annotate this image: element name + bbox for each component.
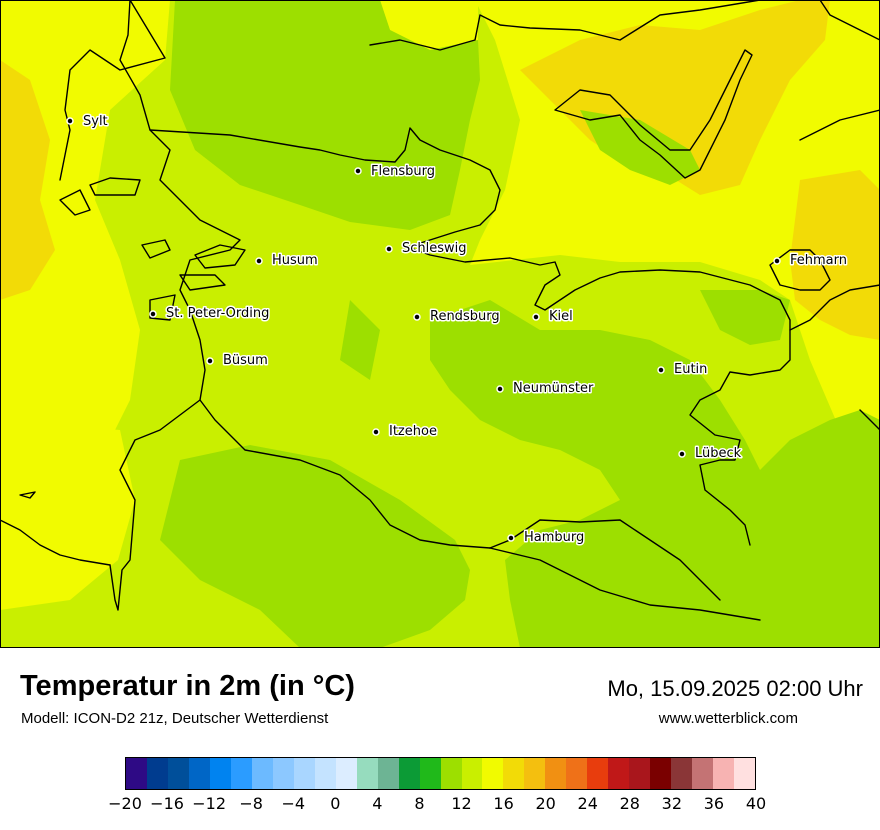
scale-swatch: [356, 758, 378, 789]
city-label-neumuenster: Neumünster: [513, 381, 594, 396]
scale-tick-label: −16: [150, 794, 184, 813]
scale-tick-label: 36: [703, 794, 725, 813]
scale-swatch: [713, 758, 735, 789]
scale-swatch: [167, 758, 189, 789]
city-label-sylt: Sylt: [83, 114, 108, 129]
color-scale: [125, 757, 756, 790]
temperature-map: Sylt Flensburg Schleswig Husum Fehmarn S…: [0, 0, 880, 648]
scale-swatch: [566, 758, 588, 789]
city-label-schleswig: Schleswig: [402, 241, 467, 256]
scale-tick-label: 12: [451, 794, 472, 813]
scale-swatch: [398, 758, 420, 789]
coastlines: [0, 0, 880, 621]
scale-tick-label: 32: [661, 794, 683, 813]
scale-swatch: [650, 758, 672, 789]
field-18: [0, 0, 880, 340]
map-title: Temperatur in 2m (in °C): [20, 670, 355, 702]
scale-tick-label: 4: [372, 794, 383, 813]
cities: Sylt Flensburg Schleswig Husum Fehmarn S…: [66, 113, 849, 547]
city-label-hamburg: Hamburg: [524, 530, 584, 545]
scale-swatch: [188, 758, 210, 789]
scale-swatch: [272, 758, 294, 789]
city-label-luebeck: Lübeck: [695, 446, 742, 461]
scale-swatch: [629, 758, 651, 789]
city-label-itzehoe: Itzehoe: [389, 424, 437, 439]
city-label-eutin: Eutin: [674, 362, 707, 377]
city-label-st-peter-ording: St. Peter-Ording: [166, 306, 269, 321]
city-rendsburg: Rendsburg: [413, 308, 501, 326]
website-link[interactable]: www.wetterblick.com: [658, 710, 798, 727]
color-scale-ticks: −20 −16 −12 −8 −4 0 4 8 12 16 20 24 28 32 36 40: [0, 794, 880, 818]
scale-swatch: [293, 758, 315, 789]
scale-swatch: [608, 758, 630, 789]
scale-swatch: [461, 758, 483, 789]
scale-tick-label: 40: [745, 794, 767, 813]
scale-swatch: [545, 758, 567, 789]
scale-tick-label: 0: [330, 794, 341, 813]
model-source: Modell: ICON-D2 21z, Deutscher Wetterdie…: [21, 710, 329, 727]
scale-tick-label: −8: [239, 794, 263, 813]
scale-swatch: [377, 758, 399, 789]
scale-swatch: [230, 758, 252, 789]
scale-tick-label: −20: [108, 794, 142, 813]
scale-tick-label: 8: [414, 794, 425, 813]
scale-swatch: [587, 758, 609, 789]
city-flensburg: Flensburg: [354, 163, 436, 181]
scale-tick-label: 16: [493, 794, 514, 813]
city-label-kiel: Kiel: [549, 309, 573, 324]
city-label-fehmarn: Fehmarn: [790, 253, 847, 268]
scale-swatch: [671, 758, 693, 789]
city-husum: Husum: [255, 252, 319, 270]
city-label-rendsburg: Rendsburg: [430, 309, 500, 324]
field-12: [160, 0, 880, 648]
scale-swatch: [209, 758, 231, 789]
scale-tick-label: 24: [577, 794, 598, 813]
scale-swatch: [692, 758, 714, 789]
city-eutin: Eutin: [657, 361, 709, 379]
city-label-buesum: Büsum: [223, 353, 268, 368]
scale-tick-label: 20: [535, 794, 556, 813]
city-st-peter-ording: St. Peter-Ording: [149, 305, 271, 323]
city-buesum: Büsum: [206, 352, 269, 370]
scale-swatch: [482, 758, 504, 789]
scale-tick-label: 28: [619, 794, 640, 813]
scale-swatch: [126, 758, 147, 789]
scale-tick-label: −4: [281, 794, 306, 813]
scale-swatch: [734, 758, 756, 789]
scale-swatch: [524, 758, 546, 789]
scale-swatch: [251, 758, 273, 789]
city-fehmarn: Fehmarn: [773, 252, 849, 270]
footer: Temperatur in 2m (in °C) Modell: ICON-D2…: [0, 648, 880, 830]
scale-tick-label: −12: [192, 794, 227, 813]
city-sylt: Sylt: [66, 113, 109, 131]
scale-swatch: [503, 758, 525, 789]
valid-datetime: Mo, 15.09.2025 02:00 Uhr: [607, 676, 863, 701]
city-neumuenster: Neumünster: [496, 380, 595, 398]
city-label-flensburg: Flensburg: [371, 164, 435, 179]
scale-swatch: [440, 758, 462, 789]
scale-swatch: [146, 758, 168, 789]
city-label-husum: Husum: [272, 253, 318, 268]
scale-swatch: [335, 758, 357, 789]
scale-swatch: [419, 758, 441, 789]
city-hamburg: Hamburg: [507, 529, 586, 547]
city-luebeck: Lübeck: [678, 445, 743, 463]
city-schleswig: Schleswig: [385, 240, 468, 258]
city-kiel: Kiel: [532, 308, 574, 326]
city-itzehoe: Itzehoe: [372, 423, 438, 441]
scale-swatch: [314, 758, 336, 789]
